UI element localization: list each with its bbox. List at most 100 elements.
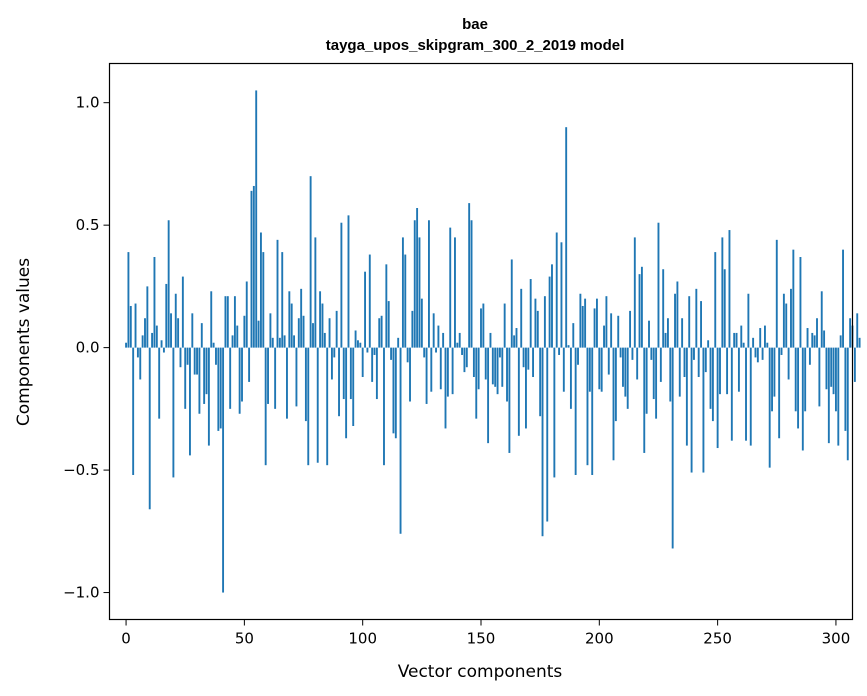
bar-101 [364,271,366,348]
bar-171 [529,279,532,348]
bar-247 [709,347,712,409]
bar-74 [300,288,303,348]
y-tick-label: −1.0 [63,584,99,602]
bar-268 [759,328,762,348]
bar-12 [153,257,156,348]
bar-94 [347,215,350,348]
bar-113 [392,347,395,434]
bar-288 [806,328,809,348]
bar-65 [278,337,281,348]
bar-30 [196,347,198,375]
bar-33 [203,347,206,404]
bar-105 [373,347,376,355]
bar-278 [782,293,785,348]
bar-240 [693,347,695,360]
bar-280 [787,347,790,380]
bar-170 [527,347,530,370]
bar-198 [593,308,596,348]
bar-46 [233,296,236,348]
bar-243 [700,301,702,348]
bar-70 [290,303,293,348]
x-tick-label: 200 [585,630,614,648]
bar-40 [219,347,222,429]
y-axis-label: Components values [14,258,34,426]
bar-91 [340,222,343,348]
bar-167 [520,288,523,348]
bar-120 [409,347,411,402]
bar-257 [733,332,736,348]
bar-181 [553,347,556,478]
bar-279 [785,303,788,348]
bar-229 [666,318,669,348]
bar-126 [423,347,426,358]
bar-102 [366,347,369,353]
bar-116 [399,347,402,534]
bar-235 [681,318,684,348]
bar-140 [456,342,459,348]
bar-215 [633,237,636,348]
bar-35 [207,347,210,446]
bar-85 [326,347,329,466]
bar-75 [302,315,305,348]
chart-subtitle: tayga_upos_skipgram_300_2_2019 model [326,37,625,54]
bar-224 [655,347,658,419]
bar-287 [804,347,807,412]
bar-236 [683,347,686,378]
bar-58 [262,252,265,348]
bar-11 [151,332,154,348]
bar-42 [224,296,227,348]
plot-frame [108,62,854,621]
y-tick-label: 0.0 [76,339,100,357]
bar-115 [397,337,400,348]
bar-188 [569,347,572,409]
bar-192 [579,293,582,348]
bar-90 [338,347,340,417]
bar-255 [728,230,731,348]
bar-265 [752,337,755,348]
bar-1 [127,252,130,348]
bar-112 [390,347,393,360]
bar-79 [312,323,314,348]
bar-248 [711,347,714,422]
bar-306 [849,318,852,348]
bar-269 [761,347,764,360]
bar-149 [477,347,480,390]
bar-187 [567,345,570,348]
bar-158 [498,347,501,358]
bar-99 [359,342,362,348]
bar-61 [269,313,272,348]
bar-305 [846,347,849,461]
bar-226 [659,347,662,382]
bar-36 [210,291,213,348]
bar-26 [186,347,189,365]
bar-173 [534,298,537,348]
bar-57 [259,232,262,348]
x-tick-label: 150 [467,630,496,648]
bar-227 [662,269,665,348]
bar-234 [678,347,681,397]
bar-222 [650,347,653,360]
bar-4 [134,303,137,348]
bar-179 [548,276,551,348]
bar-137 [449,227,452,348]
bar-199 [596,298,598,348]
bar-214 [631,347,634,360]
bar-14 [158,347,161,419]
x-tick-label: 50 [235,630,254,648]
bar-32 [200,323,203,348]
bar-47 [236,325,239,348]
bar-133 [439,347,442,390]
bar-83 [321,303,324,348]
bar-119 [406,347,409,363]
bar-256 [730,347,733,441]
bar-178 [546,347,549,522]
bar-98 [357,340,359,348]
bar-67 [283,335,286,348]
bar-203 [605,296,608,348]
bar-281 [790,288,792,348]
bar-185 [562,347,565,392]
bar-245 [704,347,707,373]
bar-266 [754,347,757,358]
bar-296 [825,347,828,390]
bar-55 [255,90,258,348]
